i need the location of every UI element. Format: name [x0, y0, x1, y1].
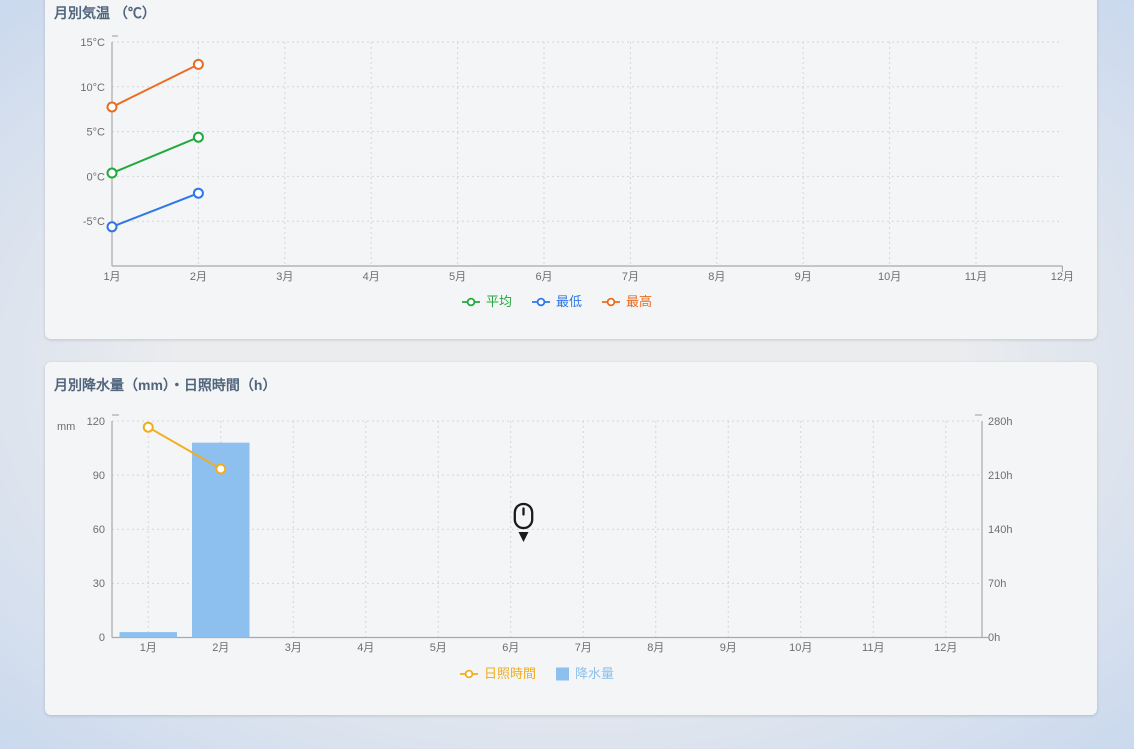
svg-text:日照時間: 日照時間: [484, 666, 536, 681]
svg-text:最低: 最低: [556, 294, 582, 309]
svg-text:7月: 7月: [575, 642, 592, 654]
svg-text:0°C: 0°C: [87, 171, 106, 183]
svg-text:30: 30: [93, 578, 105, 590]
svg-text:90: 90: [93, 470, 105, 482]
svg-text:60: 60: [93, 524, 105, 536]
svg-text:11月: 11月: [965, 271, 987, 283]
svg-text:最高: 最高: [626, 294, 652, 309]
svg-text:3月: 3月: [276, 271, 293, 283]
svg-text:1月: 1月: [140, 642, 157, 654]
svg-text:4月: 4月: [357, 642, 374, 654]
svg-text:7月: 7月: [622, 271, 639, 283]
svg-text:11月: 11月: [862, 642, 884, 654]
svg-text:4月: 4月: [363, 271, 380, 283]
svg-text:15°C: 15°C: [80, 37, 105, 49]
svg-text:平均: 平均: [486, 294, 512, 309]
svg-text:mm: mm: [57, 421, 75, 433]
svg-text:9月: 9月: [720, 642, 737, 654]
svg-text:210h: 210h: [988, 470, 1012, 482]
svg-text:8月: 8月: [647, 642, 664, 654]
svg-text:0: 0: [99, 632, 105, 644]
svg-text:12月: 12月: [1051, 271, 1074, 283]
svg-text:0h: 0h: [988, 632, 1000, 644]
svg-text:12月: 12月: [934, 642, 957, 654]
svg-text:5月: 5月: [449, 271, 466, 283]
svg-text:10°C: 10°C: [80, 82, 105, 94]
svg-text:-5°C: -5°C: [83, 216, 105, 228]
svg-text:280h: 280h: [988, 416, 1012, 428]
svg-text:5°C: 5°C: [87, 127, 106, 139]
svg-text:3月: 3月: [285, 642, 302, 654]
svg-text:降水量: 降水量: [575, 666, 614, 681]
svg-text:5月: 5月: [430, 642, 447, 654]
svg-text:2月: 2月: [190, 271, 207, 283]
svg-text:120: 120: [87, 416, 105, 428]
svg-text:6月: 6月: [535, 271, 552, 283]
svg-text:10月: 10月: [878, 271, 901, 283]
svg-text:10月: 10月: [789, 642, 812, 654]
svg-text:8月: 8月: [708, 271, 725, 283]
svg-text:2月: 2月: [212, 642, 229, 654]
svg-text:70h: 70h: [988, 578, 1006, 590]
svg-text:140h: 140h: [988, 524, 1012, 536]
svg-text:1月: 1月: [103, 271, 120, 283]
svg-text:9月: 9月: [795, 271, 812, 283]
svg-text:6月: 6月: [502, 642, 519, 654]
